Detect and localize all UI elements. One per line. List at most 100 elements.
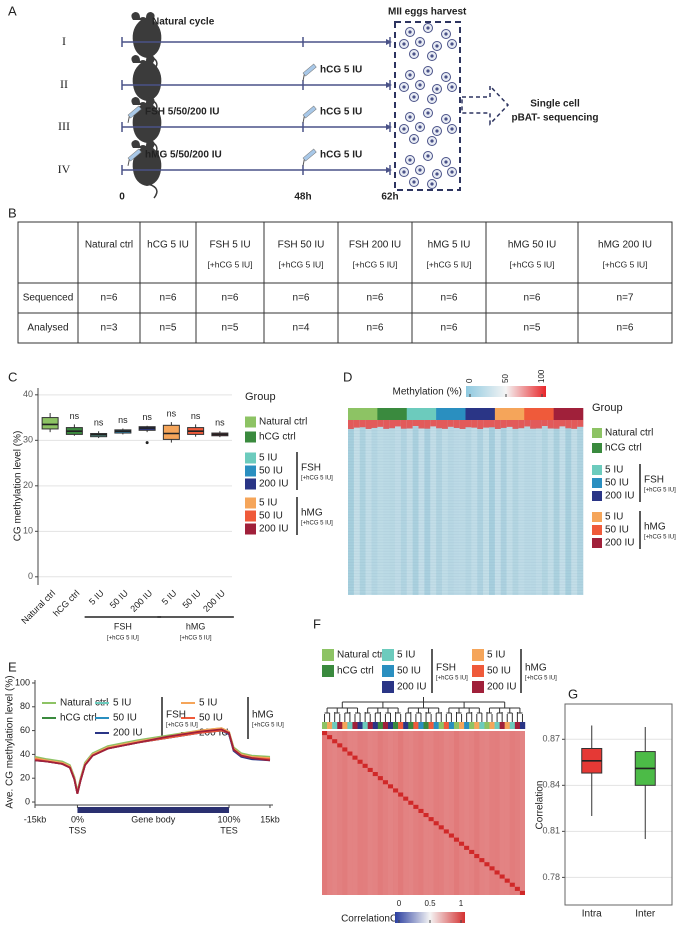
heatmap-top [465,420,472,428]
heatmap-column [553,420,560,595]
legend-group: FSH [301,463,321,474]
heatmap-column [367,731,373,895]
egg-core [408,30,412,34]
heatmap-column [484,731,490,895]
heatmap-column [362,731,368,895]
row-label: Analysed [27,323,68,334]
egg-core [402,170,406,174]
treatment-label: hCG 5 IU [320,107,362,118]
series-line [34,728,271,794]
heatmap-column [448,731,454,895]
heatmap-diagonal [448,833,454,838]
heatmap-diagonal [347,751,353,756]
legend-key [245,497,256,509]
legend-label: Natural ctrl [337,650,385,661]
y-tick-label: 0.78 [542,872,560,882]
time-label: 48h [294,192,311,203]
legend-key [472,681,484,693]
flow-arrow [461,84,510,126]
egg-core [426,154,430,158]
legend-key [382,665,394,677]
heatmap-diagonal [464,845,470,850]
sample-strip [479,722,485,729]
legend-label: 50 IU [487,666,511,677]
heatmap-column [471,420,478,595]
x-tick-label: 0% [71,814,84,824]
heatmap-column [453,420,460,595]
legend-group-sub: [+hCG 5 IU] [436,676,468,682]
heatmap-column [504,731,510,895]
heatmap-top [406,420,413,429]
y-tick-label: 20 [23,480,33,490]
color-scale [466,386,546,397]
heatmap-diagonal [393,788,399,793]
heatmap-diagonal [499,874,505,879]
heatmap-diagonal [443,829,449,834]
panel-label: E [8,659,17,674]
heatmap-column [382,731,388,895]
egg-core [412,180,416,184]
heatmap-top [565,420,572,429]
sample-strip [438,722,444,729]
legend-title: Group [592,402,623,414]
legend-group-sub: [+hCG 5 IU] [301,476,333,482]
panel-label: F [313,616,321,631]
heatmap-column [483,420,490,595]
egg-core [444,75,448,79]
heatmap-top [447,420,455,427]
arrowhead [386,82,392,88]
legend-key [592,512,602,522]
sequencing-label: Single cell [530,99,580,110]
egg-core [418,125,422,129]
legend-label: 200 IU [259,479,288,490]
legend-group: FSH [436,663,456,674]
heatmap-column [412,420,419,595]
heatmap-column [322,731,328,895]
panel-label: B [8,205,17,220]
heatmap-column [406,420,413,595]
y-tick-label: 0 [25,796,30,806]
time-label: 62h [381,192,398,203]
heatmap-column [479,731,485,895]
legend-label: 200 IU [605,491,634,502]
needle [302,159,305,166]
heatmap-diagonal [382,780,388,785]
table-cell: n=6 [617,323,634,334]
y-tick-label: 40 [23,389,33,399]
egg-core [426,111,430,115]
heatmap-top [471,420,478,428]
y-tick-label: 0.84 [542,780,560,790]
egg-core [412,95,416,99]
arrowhead [386,39,392,45]
heatmap-column [377,731,383,895]
legend-label: 200 IU [397,682,426,693]
legend-label: Natural ctrl [605,428,653,439]
mouse [131,12,162,58]
heatmap-column [443,731,449,895]
heatmap-diagonal [403,796,409,801]
sample-strip [428,722,434,729]
heatmap-column [518,420,525,595]
legend-key [592,428,602,438]
scale-tick-label: 0.5 [424,899,436,908]
heatmap-diagonal [337,743,343,748]
x-tick-label: 50 IU [180,588,202,610]
heatmap-diagonal [459,841,465,846]
panel-label: D [343,369,352,384]
egg-core [430,139,434,143]
legend-label: 5 IU [259,498,277,509]
sample-strip [469,722,475,729]
heatmap-top [377,420,384,427]
heatmap-diagonal [504,878,510,883]
sample-strip [357,722,363,729]
heatmap-top [553,420,560,429]
heatmap-column [509,731,515,895]
legend-label: 50 IU [259,466,283,477]
heatmap-column [357,731,363,895]
heatmap-column [459,420,466,595]
egg-core [418,83,422,87]
needle [127,159,130,166]
panel-label: A [8,3,17,18]
egg-core [412,52,416,56]
heatmap-column [447,420,455,595]
